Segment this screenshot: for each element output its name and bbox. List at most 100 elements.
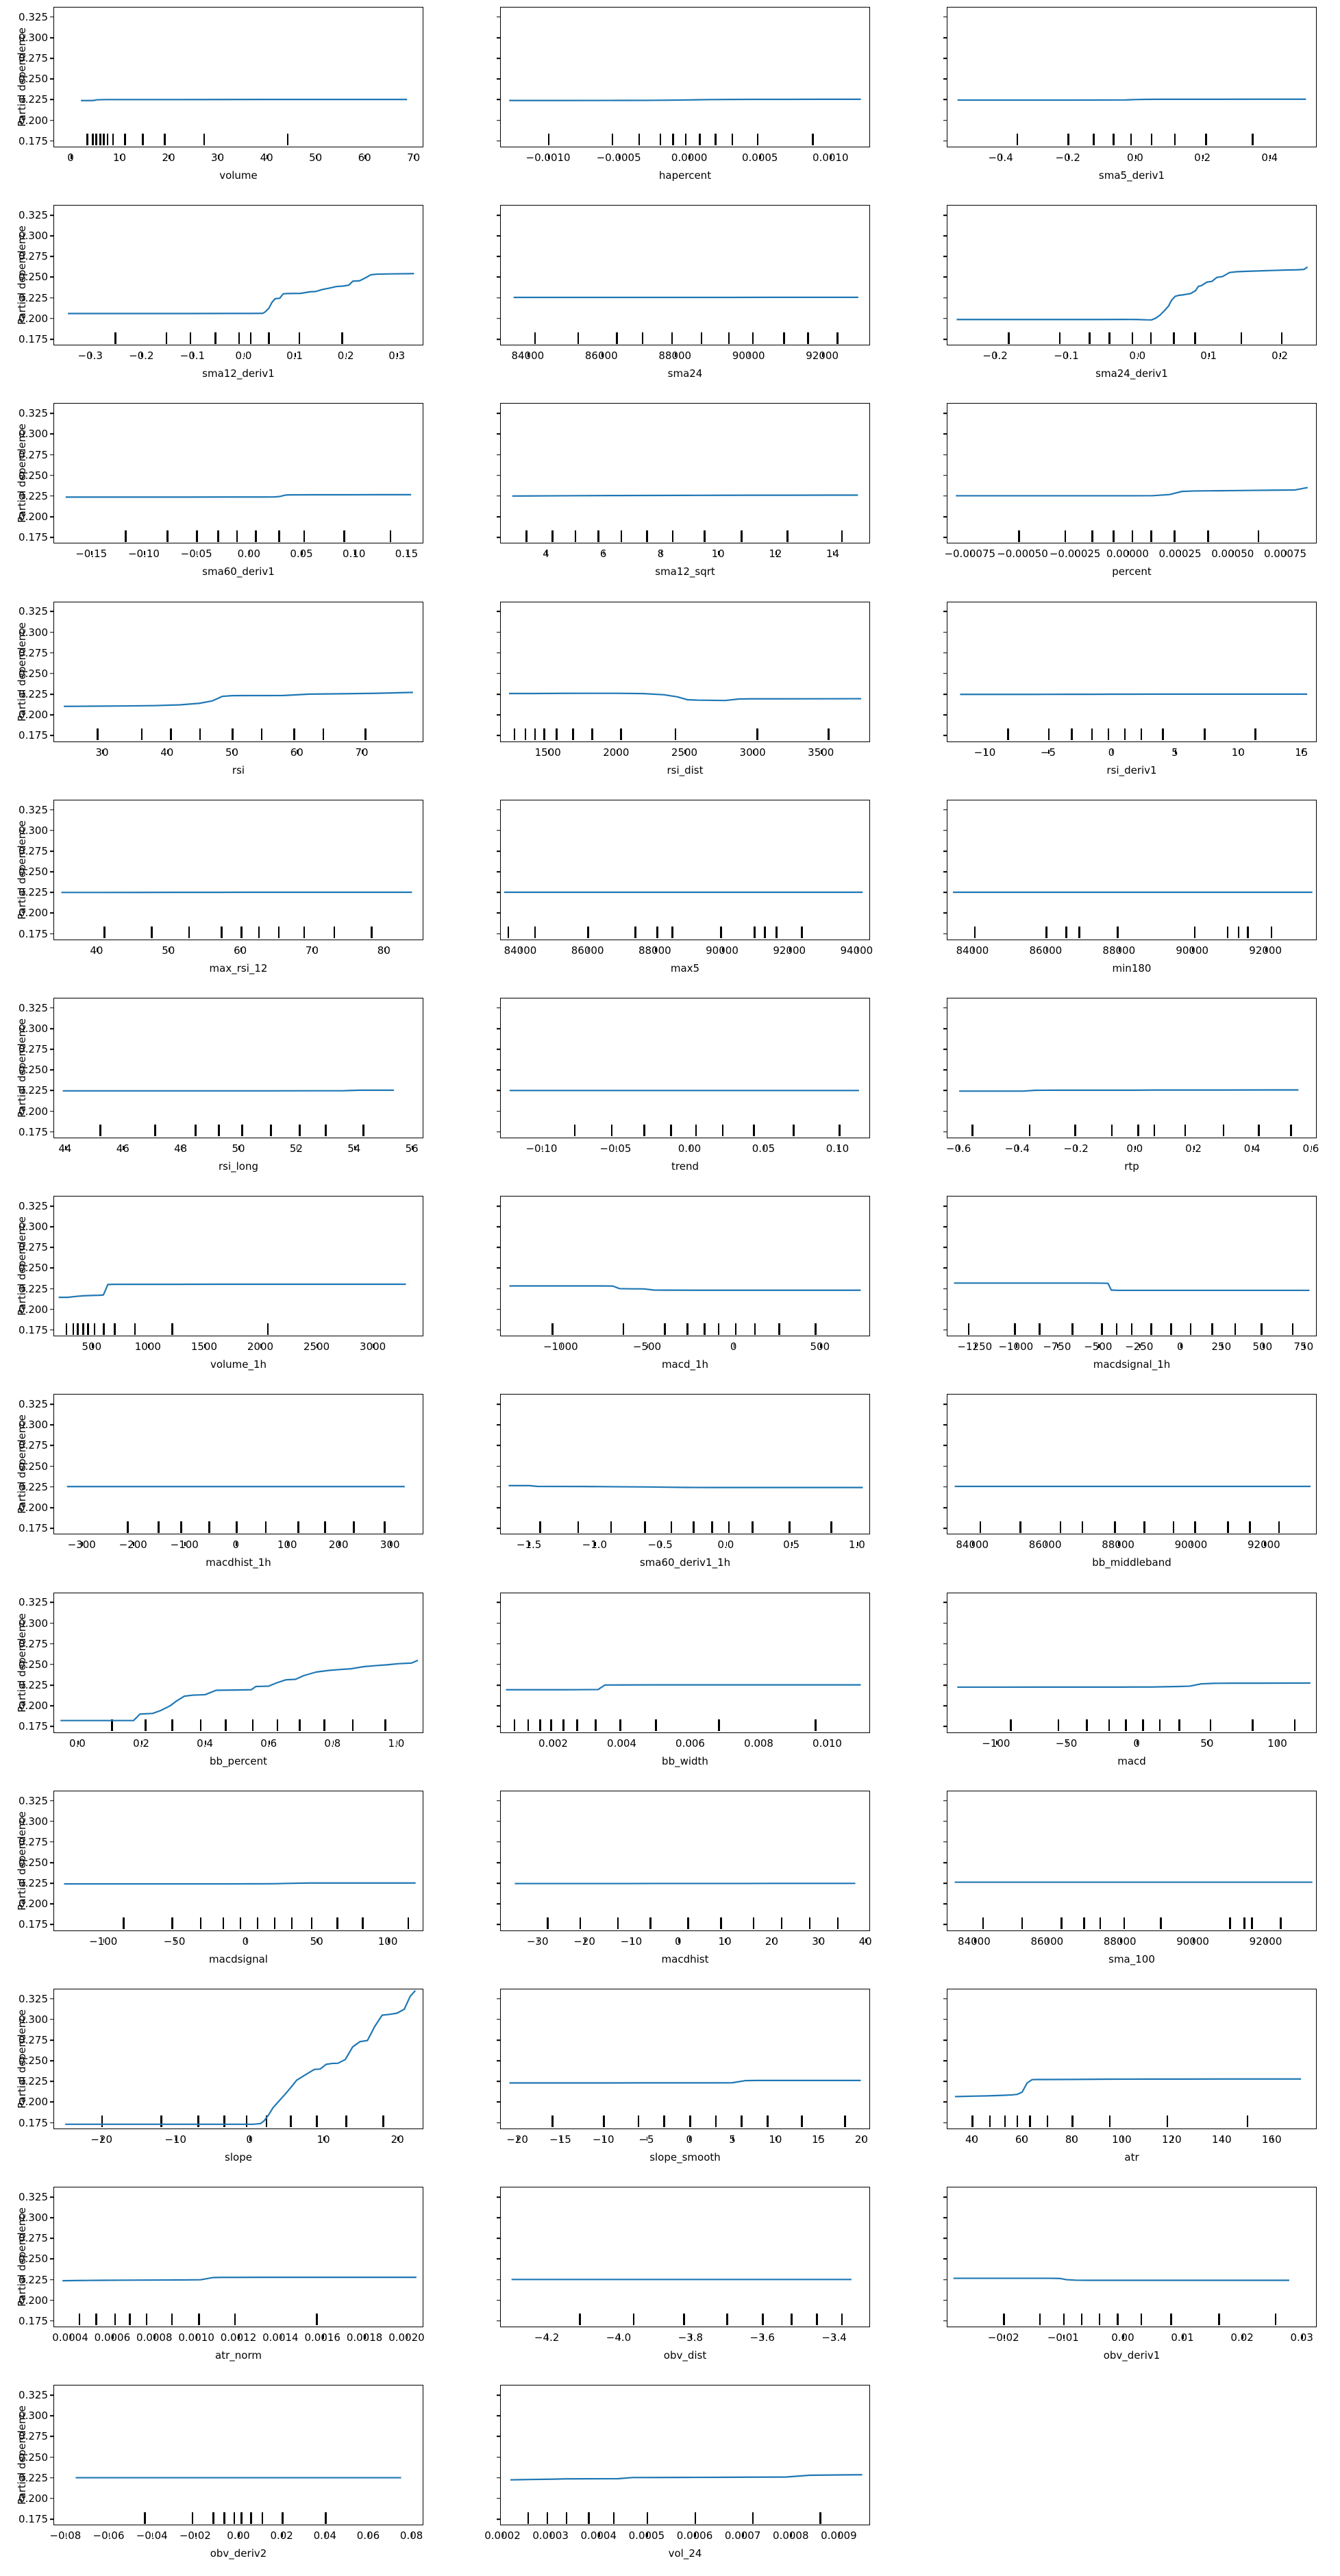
pdp-curve xyxy=(954,2279,1289,2281)
x-tick-mark xyxy=(236,1542,238,1547)
x-tick-mark xyxy=(373,1344,374,1349)
plot-area xyxy=(497,205,870,358)
x-tick-label: 92000 xyxy=(1249,1935,1282,1948)
y-tick-mark xyxy=(943,2060,947,2061)
y-tick-label: 0.225 xyxy=(18,886,48,899)
x-tick-mark xyxy=(1264,1542,1265,1547)
plot-area xyxy=(497,1394,870,1547)
pdp-line-svg xyxy=(501,998,869,1138)
pdp-panel-sma24_deriv1: −0.2 −0.1 0.0 0.1 0.2 sma24_deriv1 xyxy=(893,198,1340,396)
x-tick-label: 80 xyxy=(1065,2133,1078,2146)
x-tick-label: 86000 xyxy=(1028,1538,1062,1551)
x-tick-mark xyxy=(196,551,198,556)
x-tick-label: −0.01 xyxy=(1047,2331,1079,2344)
x-tick-mark xyxy=(822,353,823,358)
y-tick-label: 0.225 xyxy=(18,93,48,106)
x-tick-mark xyxy=(743,2533,744,2538)
pdp-panel-sma24: 84000 86000 88000 90000 92000 sma24 xyxy=(447,198,893,396)
y-tick-mark xyxy=(497,1903,501,1905)
x-tick-mark xyxy=(837,1145,839,1150)
plot-area: 0.175 0.200 0.225 0.250 0.275 0.300 0.325 xyxy=(18,1988,423,2141)
x-tick-label: −0.2 xyxy=(129,349,154,363)
y-tick-mark xyxy=(50,1643,54,1645)
x-tick-mark xyxy=(974,1938,976,1943)
y-tick-mark xyxy=(497,2019,501,2020)
pdp-panel-bb_width: 0.002 0.004 0.006 0.008 0.010 bb_width xyxy=(447,1586,893,1784)
pdp-line-svg xyxy=(54,1593,423,1732)
x-tick-label: 0.0006 xyxy=(676,2529,713,2542)
x-tick-mark xyxy=(547,2335,548,2340)
pdp-curve xyxy=(510,2475,863,2480)
x-tick-labels: −20 −10 0 10 20 xyxy=(53,2133,423,2148)
x-tick-label: 300 xyxy=(380,1538,400,1551)
y-tick-mark xyxy=(497,735,501,737)
pdp-curve xyxy=(958,99,1306,100)
pdp-panel-sma_100: 84000 86000 88000 90000 92000 sma_100 xyxy=(893,1784,1340,1982)
y-tick-mark xyxy=(50,1247,54,1249)
plot-area xyxy=(497,7,870,159)
y-tick-label: 0.325 xyxy=(18,407,48,420)
pdp-panel-macdhist_1h: Partial dependence 0.175 0.200 0.225 0.250 0.… xyxy=(0,1387,447,1585)
pdp-line-svg xyxy=(947,2187,1316,2327)
y-tick-mark xyxy=(943,809,947,811)
x-tick-label: 84000 xyxy=(504,944,537,957)
x-axis-label-sma60_deriv1_1h: sma60_deriv1_1h xyxy=(639,1556,731,1569)
y-tick-mark xyxy=(943,1705,947,1706)
x-tick-mark xyxy=(1193,1938,1194,1943)
x-tick-label: 0.15 xyxy=(395,548,419,561)
x-tick-mark xyxy=(174,1938,176,1943)
x-tick-mark xyxy=(315,155,317,159)
x-tick-label: −0.0010 xyxy=(525,151,571,164)
x-tick-mark xyxy=(537,1938,539,1943)
x-tick-labels: −1.5 −1.0 −0.5 0.0 0.5 1.0 xyxy=(500,1538,870,1554)
y-tick-mark xyxy=(943,1007,947,1009)
x-tick-label: 1000 xyxy=(134,1340,161,1353)
y-tick-mark xyxy=(943,1090,947,1092)
x-tick-label: 0 xyxy=(232,1538,240,1551)
y-tick-mark xyxy=(497,1507,501,1508)
x-tick-label: 0.0 xyxy=(717,1538,734,1551)
x-tick-labels: −0.00075 −0.00050 −0.00025 0.00000 0.00025 0.… xyxy=(944,548,1317,563)
y-tick-label: 0.275 xyxy=(18,1241,48,1254)
x-tick-mark xyxy=(123,1145,125,1150)
x-tick-label: 0.00075 xyxy=(1263,548,1306,561)
y-tick-mark xyxy=(497,256,501,258)
y-tick-label: 0.275 xyxy=(18,2034,48,2047)
x-tick-mark xyxy=(520,947,522,952)
x-tick-mark xyxy=(725,1938,726,1943)
y-tick-label: 0.300 xyxy=(18,2211,48,2224)
x-tick-mark xyxy=(529,1542,530,1547)
x-tick-label: 90000 xyxy=(1174,1538,1208,1551)
x-tick-mark xyxy=(297,749,299,754)
y-tick-mark xyxy=(50,1882,54,1884)
plot-area: 0.175 0.200 0.225 0.250 0.275 0.300 0.325 xyxy=(18,1592,423,1745)
pdp-line-svg xyxy=(54,1791,423,1930)
y-tick-mark xyxy=(50,339,54,340)
y-tick-mark xyxy=(497,1924,501,1926)
y-tick-mark xyxy=(50,433,54,435)
x-tick-mark xyxy=(553,1740,555,1745)
pdp-curve xyxy=(64,1882,415,1883)
x-tick-label: 0.3 xyxy=(388,349,406,363)
y-tick-mark xyxy=(497,99,501,101)
y-tick-mark xyxy=(497,433,501,435)
y-tick-label: 0.175 xyxy=(18,2513,48,2525)
y-tick-label: 0.300 xyxy=(18,32,48,44)
pdp-line-svg xyxy=(54,1197,423,1336)
x-tick-label: 88000 xyxy=(658,349,692,363)
x-tick-mark xyxy=(776,551,777,556)
x-tick-label: 60 xyxy=(1015,2133,1028,2146)
y-tick-mark xyxy=(50,1424,54,1426)
x-tick-mark xyxy=(1071,2136,1074,2141)
x-tick-label: −300 xyxy=(67,1538,96,1551)
x-tick-mark xyxy=(301,551,303,556)
y-tick-mark xyxy=(50,631,54,633)
x-tick-mark xyxy=(1265,947,1267,952)
y-tick-mark xyxy=(50,673,54,674)
x-tick-label: 30 xyxy=(95,746,109,759)
y-tick-mark xyxy=(943,735,947,737)
x-tick-mark xyxy=(689,2136,691,2141)
y-tick-mark xyxy=(943,652,947,654)
x-tick-label: −50 xyxy=(1055,1737,1078,1750)
x-tick-mark xyxy=(660,551,662,556)
